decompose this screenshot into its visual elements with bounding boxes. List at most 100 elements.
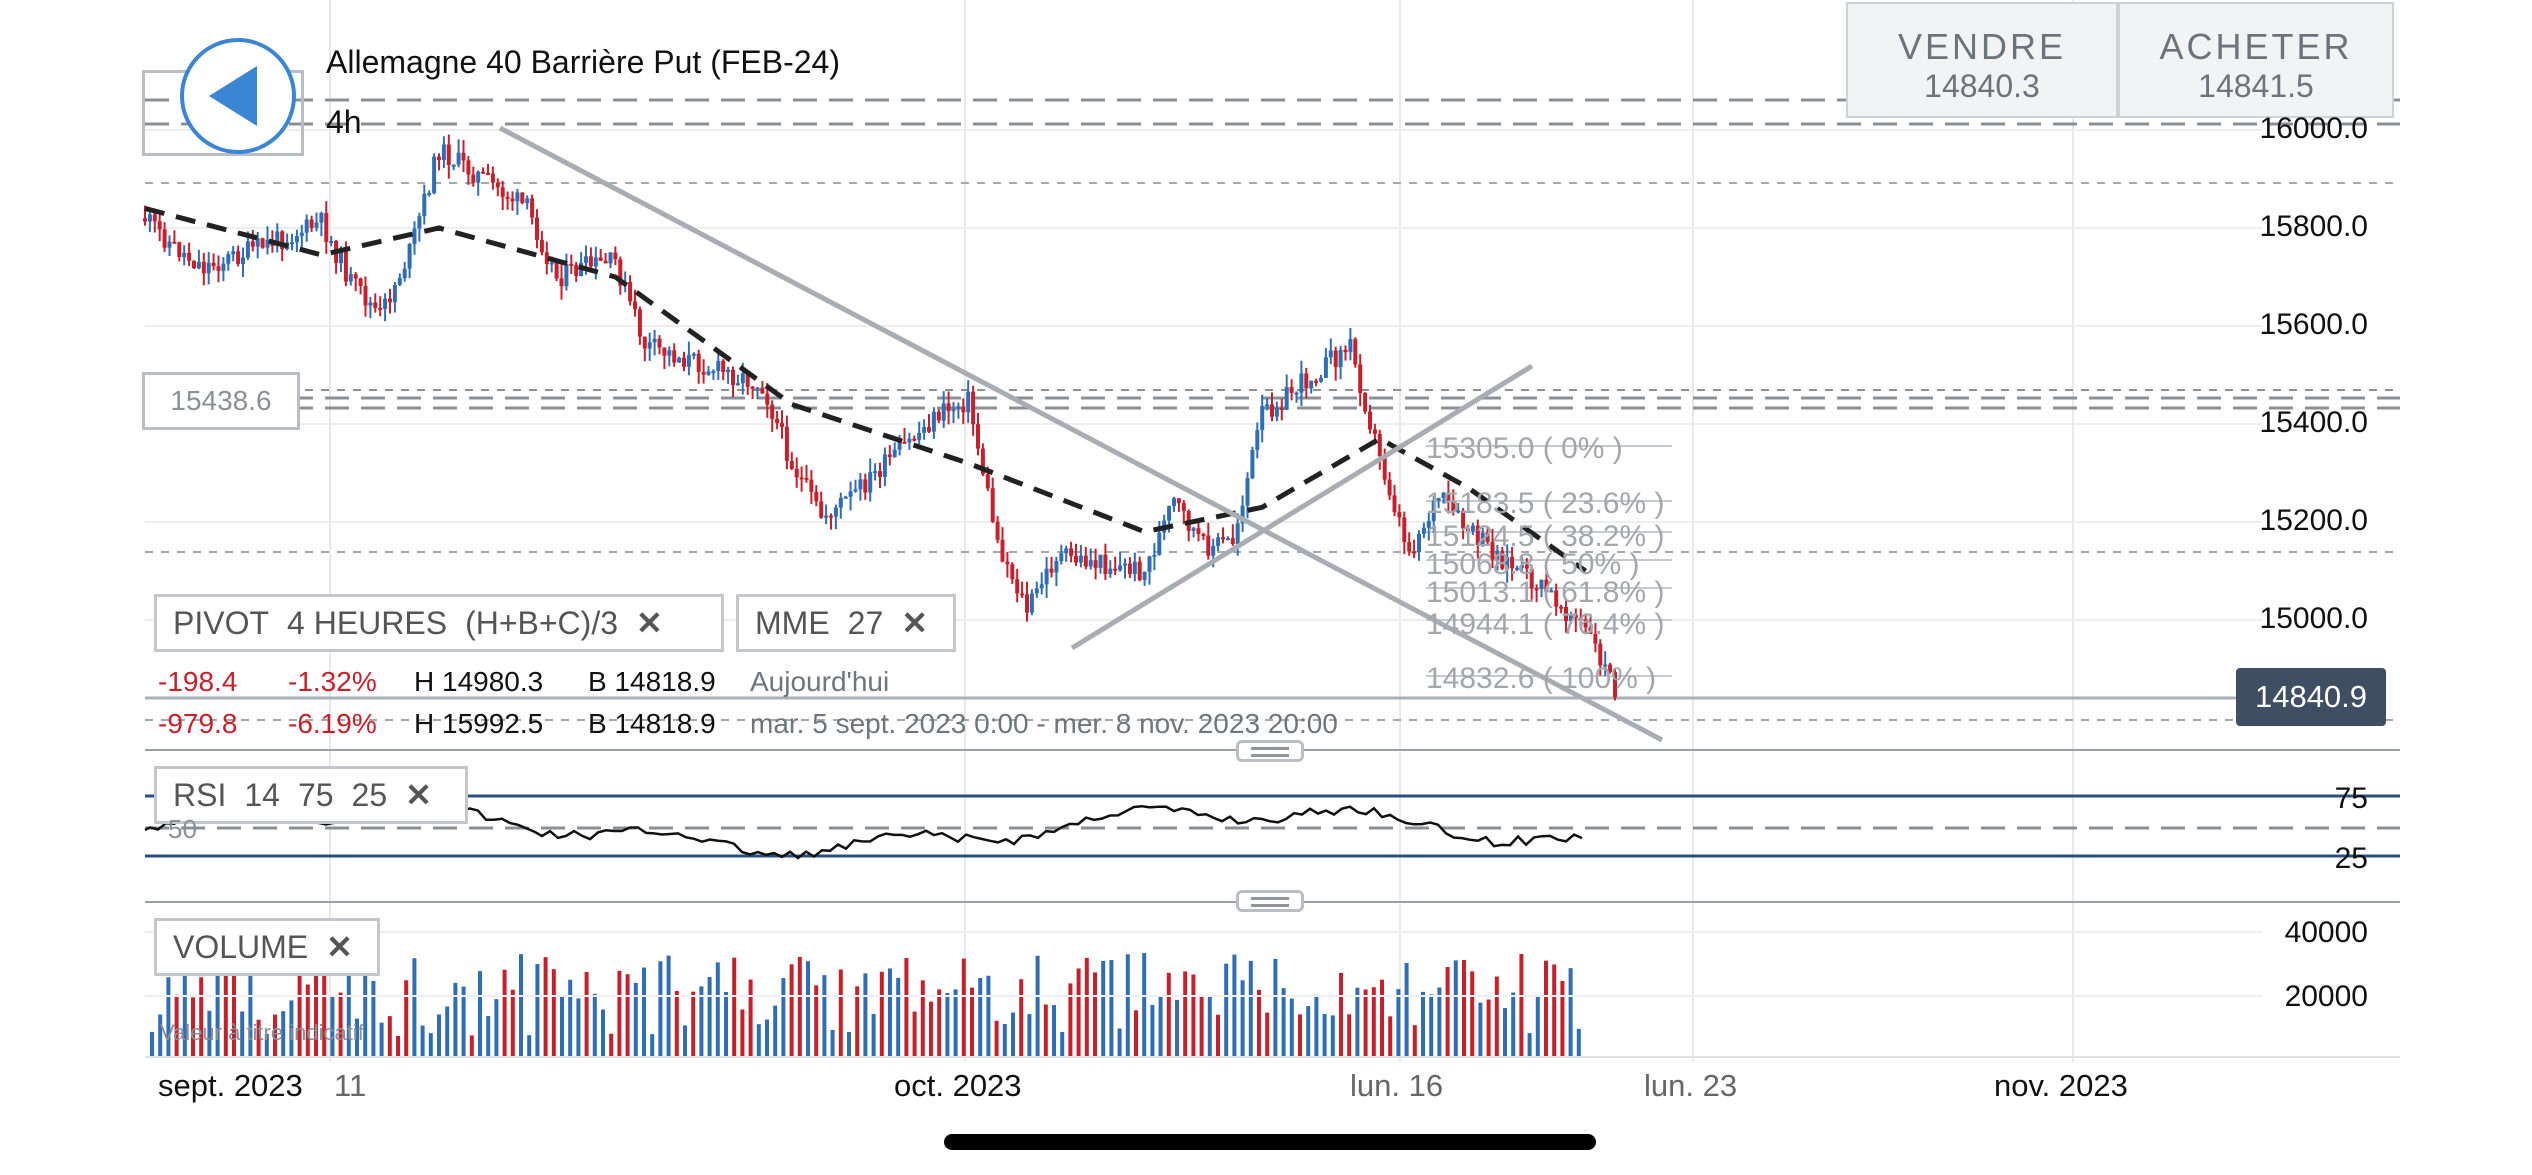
rsi-close-icon[interactable]: ✕ [405,777,432,813]
candle-body [1044,568,1049,585]
volume-title: VOLUME [173,928,309,965]
candle-body [931,411,936,432]
volume-bar [1396,989,1401,1056]
candle-body [368,302,373,306]
candle-body [167,241,172,248]
volume-bar [896,977,901,1056]
volume-bar [535,964,540,1056]
candle-body [770,404,775,419]
volume-bar [1404,963,1409,1056]
candle-body [1372,429,1377,434]
timeframe-label[interactable]: 4h [326,104,362,140]
candle-body [731,369,735,386]
volume-bar [617,970,622,1056]
pane-resize-handle-rsi[interactable] [1236,890,1304,912]
candle-body [1147,556,1152,572]
volume-bar [1347,1014,1352,1056]
candle-body [1304,373,1309,389]
candle-body [1421,527,1426,534]
candle-body [1593,634,1598,644]
mme-indicator-chip[interactable]: MME 27 ✕ [736,594,956,652]
volume-bar [346,974,351,1056]
candle-body [348,274,353,282]
rsi-param-period: 14 [244,776,280,813]
candle-body [1201,534,1206,537]
trendline-down [498,125,1664,743]
candle-body [1025,594,1029,613]
candle-body [588,256,593,267]
candle-body [677,357,682,363]
pivot-high: H 15992.5 [414,708,544,739]
candle-body [373,302,378,308]
candle-body [584,256,588,263]
candle-body [789,460,794,469]
volume-bar [1412,1025,1417,1056]
candle-body [838,497,843,508]
candle-body [1098,554,1103,568]
candle-body [608,252,613,264]
candle-body [1113,568,1118,571]
volume-bar [707,976,712,1056]
candle-body [329,240,334,243]
candle-body [1382,455,1387,480]
candle-body [892,449,897,458]
volume-bar [232,953,236,1056]
candle-body [927,427,931,432]
candle-body [829,515,833,518]
candle-body [339,251,343,264]
volume-indicator-chip[interactable]: VOLUME ✕ [154,918,380,976]
candle-body [226,254,231,264]
candle-body [525,198,530,204]
volume-bar [871,1013,876,1056]
pivot-indicator-chip[interactable]: PIVOT 4 HEURES (H+B+C)/3 ✕ [154,594,724,652]
rsi-indicator-chip[interactable]: RSI 14 75 25 ✕ [154,766,468,824]
mme-title: MME [755,604,830,641]
candle-body [1235,523,1240,545]
pivot-low: B 14818.9 [588,666,716,697]
candle-body [1333,350,1338,367]
candle-body [1142,571,1147,580]
candle-body [1270,404,1274,417]
volume-close-icon[interactable]: ✕ [326,929,353,965]
candle-body [486,172,490,175]
buy-button[interactable]: ACHETER 14841.5 [2118,2,2394,118]
volume-bar [1043,1004,1048,1056]
fib-level-6: 14832.6 ( 100% ) [1426,662,1657,695]
volume-bar [166,977,171,1056]
buy-price: 14841.5 [2198,68,2314,104]
candle-body [510,198,515,202]
candle-body [162,229,167,248]
candle-body [1137,561,1142,580]
candle-body [1010,564,1015,580]
candle-body [804,477,809,480]
volume-bar [748,979,753,1056]
back-button[interactable] [180,38,296,154]
candle-body [750,386,755,389]
volume-bar [970,987,974,1056]
pivot-close-icon[interactable]: ✕ [636,605,663,641]
volume-bar [1527,1033,1532,1056]
volume-bar [674,990,679,1056]
mme-close-icon[interactable]: ✕ [901,605,929,641]
candle-body [726,369,731,373]
candle-body [922,427,927,433]
candle-body [1407,542,1412,552]
candle-body [1524,564,1529,569]
candle-body [1265,404,1270,407]
candle-body [740,373,745,384]
price-level-box[interactable]: 15438.6 [142,372,300,430]
candle-body [402,268,407,279]
candle-body [441,144,446,160]
sell-button[interactable]: VENDRE 14840.3 [1846,2,2118,118]
candle-body [275,231,280,247]
volume-bar [420,1025,425,1056]
volume-bar [740,1009,745,1056]
candle-body [1568,614,1573,622]
candle-body [824,515,829,518]
pane-resize-handle-price[interactable] [1236,740,1304,762]
candle-body [848,491,853,497]
home-indicator[interactable] [944,1134,1596,1150]
candle-body [1069,548,1074,556]
candle-body [1172,498,1176,507]
